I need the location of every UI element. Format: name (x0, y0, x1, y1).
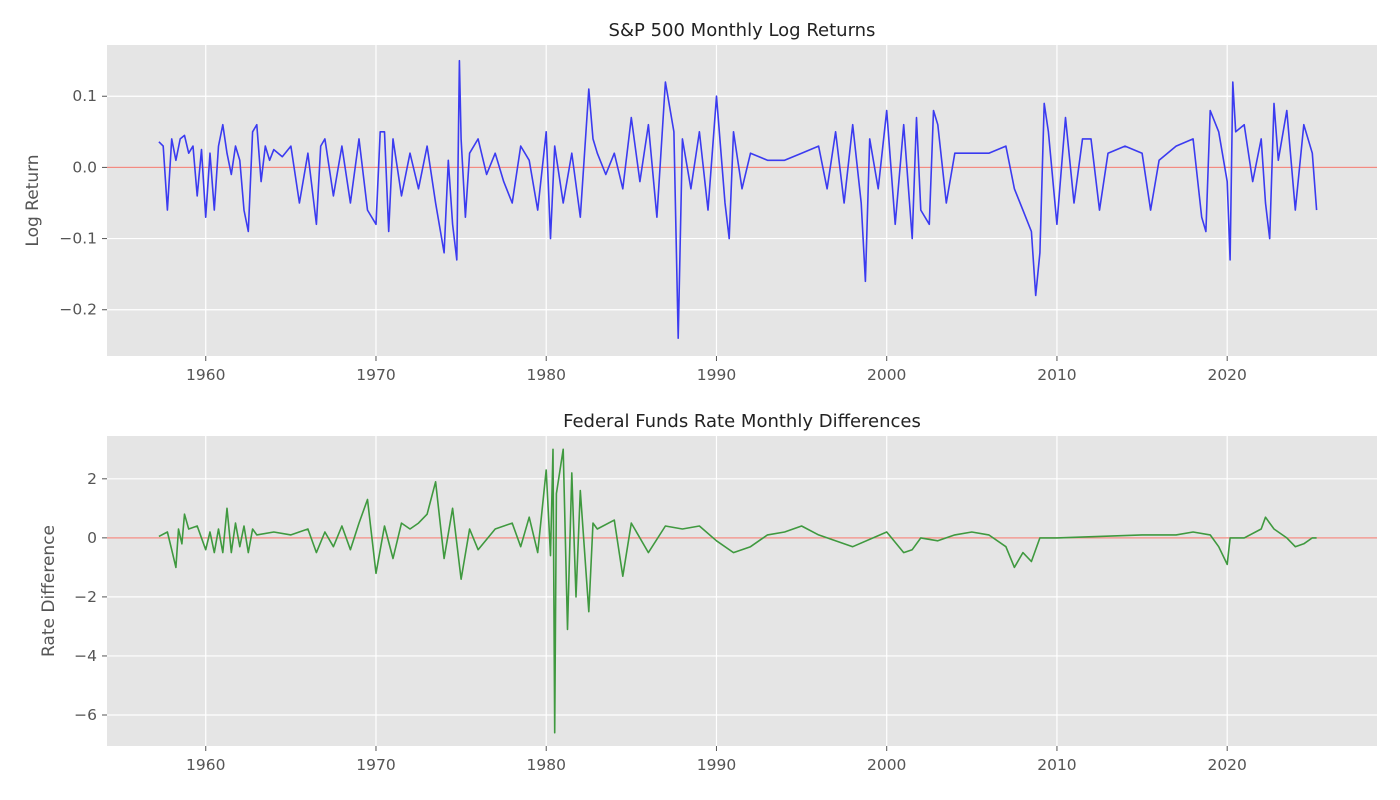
series-line-1 (158, 59, 1318, 340)
x-tick-label: 1980 (526, 756, 565, 774)
y-tick-label: 0 (87, 529, 97, 547)
chart-panel-2: 1960 1970 1980 1990 2000 2010 202020−2−4−6Fede… (39, 411, 1377, 774)
x-tick-label: 1960 (186, 366, 225, 384)
chart-title: S&P 500 Monthly Log Returns (609, 20, 876, 41)
x-tick-label: 1980 (526, 366, 565, 384)
x-tick-label: 1970 (356, 366, 395, 384)
plot-background (107, 436, 1377, 746)
y-tick-label: −0.1 (59, 230, 97, 248)
x-tick-label: 2020 (1207, 756, 1246, 774)
y-tick-label: −4 (74, 647, 97, 665)
y-tick-label: −6 (74, 706, 97, 724)
x-tick-label: 2000 (867, 366, 906, 384)
x-tick-label: 2020 (1207, 366, 1246, 384)
series-line-1 (158, 448, 1317, 734)
y-tick-label: −2 (74, 588, 97, 606)
chart-title: Federal Funds Rate Monthly Differences (563, 411, 921, 432)
y-axis-label: Log Return (23, 154, 43, 246)
x-tick-label: 1960 (186, 756, 225, 774)
x-tick-label: 2000 (867, 756, 906, 774)
x-tick-label: 1990 (697, 366, 736, 384)
x-tick-label: 1990 (697, 756, 736, 774)
y-tick-label: 2 (87, 470, 97, 488)
chart-panel-1: 1960 1970 1980 1990 2000 2010 2020 0.1 0.0 −0.1 −0… (23, 20, 1377, 384)
x-tick-label: 2010 (1037, 366, 1076, 384)
x-tick-label: 1970 (356, 756, 395, 774)
y-tick-label: −0.2 (59, 301, 97, 319)
x-tick-label: 2010 (1037, 756, 1076, 774)
y-tick-label: 0.0 (72, 158, 97, 176)
y-tick-label: 0.1 (72, 87, 97, 105)
y-axis-label: Rate Difference (39, 525, 59, 657)
